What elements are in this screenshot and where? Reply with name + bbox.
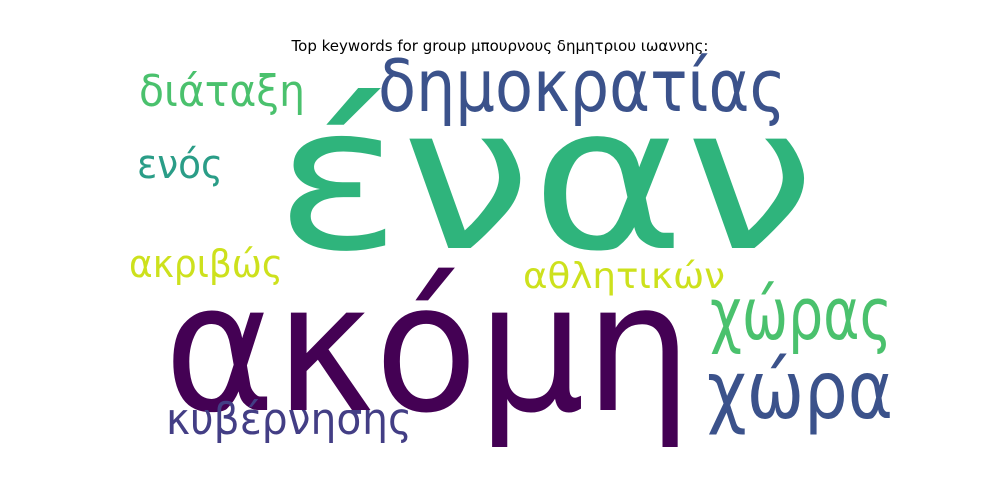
cloud-word: ενός — [137, 142, 223, 188]
figure-title: Top keywords for group μπουρνους δημητρι… — [291, 37, 709, 55]
cloud-word: ακριβώς — [129, 242, 283, 286]
cloud-word: χώρας — [710, 272, 892, 356]
cloud-word: δημοκρατίας — [378, 44, 786, 128]
cloud-word: έναν — [275, 63, 815, 296]
cloud-word: αθλητικών — [523, 256, 725, 297]
cloud-word: κυβέρνησης — [166, 394, 412, 445]
cloud-word: διάταξη — [139, 66, 305, 117]
cloud-word: χώρα — [707, 344, 893, 437]
cloud-word: ακόμη — [164, 245, 692, 452]
